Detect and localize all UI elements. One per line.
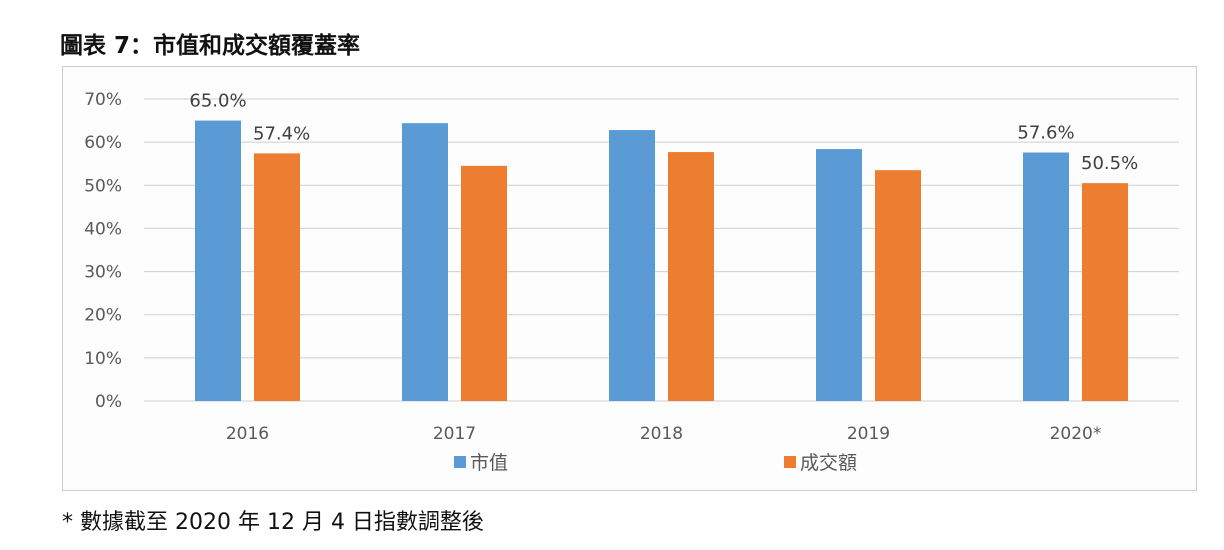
y-tick-label: 60% [84,133,122,153]
x-tick-label: 2018 [640,424,683,444]
bar-market-cap [402,123,448,401]
y-tick-label: 40% [84,219,122,239]
bar-turnover [254,153,300,401]
bar-turnover [668,152,714,401]
legend-label: 成交額 [800,452,857,474]
footnote: * 數據截至 2020 年 12 月 4 日指數調整後 [62,510,484,535]
y-tick-label: 30% [84,263,122,283]
x-tick-label: 2020* [1050,424,1102,444]
bar-turnover [461,165,507,401]
y-tick-label: 10% [84,349,122,369]
bar-market-cap [609,130,655,401]
legend-swatch [784,456,796,468]
bar-turnover [1082,183,1128,401]
data-label: 57.4% [253,123,310,144]
data-label: 50.5% [1081,153,1138,174]
chart-title: 圖表 7：市值和成交額覆蓋率 [60,33,361,59]
bar-market-cap [816,149,862,401]
bar-chart: 0% 10% 20% 30% 40% 50% 60% 70% 2016 2017 2018 2019 2… [84,90,1179,474]
data-label: 65.0% [189,91,246,112]
y-tick-label: 50% [84,176,122,196]
chart-frame: 0% 10% 20% 30% 40% 50% 60% 70% 2016 2017 2018 2019 2… [62,66,1197,491]
bar-turnover [875,170,921,401]
x-tick-label: 2016 [226,424,269,444]
legend-label: 市值 [470,452,508,474]
bar-market-cap [1023,152,1069,401]
x-tick-label: 2017 [433,424,476,444]
y-tick-label: 0% [95,392,122,412]
y-tick-label: 70% [84,90,122,110]
legend-swatch [454,456,466,468]
data-label: 57.6% [1017,122,1074,143]
x-tick-label: 2019 [847,424,890,444]
bar-market-cap [195,120,241,402]
y-tick-label: 20% [84,306,122,326]
